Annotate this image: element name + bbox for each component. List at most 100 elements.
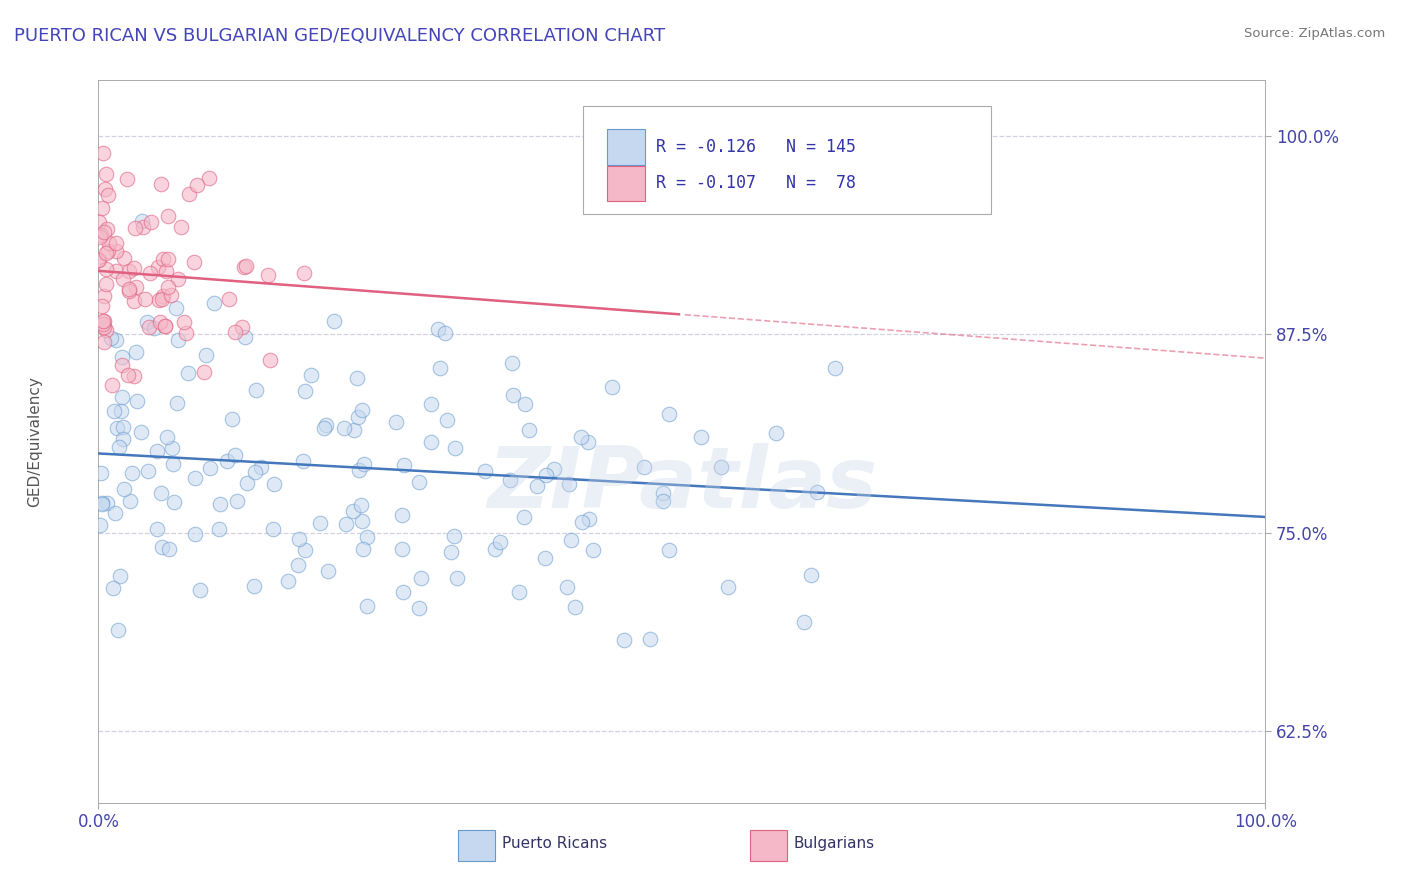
Point	[94, 168, 117, 182]
Point	[93, 320, 115, 334]
Point	[90, 466, 112, 480]
Point	[155, 264, 177, 278]
Point	[97, 244, 120, 259]
Point	[824, 361, 846, 376]
Point	[104, 244, 127, 259]
Point	[148, 293, 170, 307]
Point	[564, 599, 586, 614]
Point	[534, 551, 557, 566]
Point	[502, 388, 524, 402]
Point	[108, 440, 131, 454]
Point	[118, 264, 141, 278]
Point	[87, 215, 110, 229]
Point	[170, 220, 193, 235]
Point	[156, 209, 179, 223]
Point	[534, 468, 557, 483]
Point	[335, 516, 357, 531]
Point	[162, 458, 184, 472]
Point	[408, 601, 430, 615]
Point	[121, 467, 143, 481]
Point	[122, 260, 145, 275]
Point	[104, 506, 127, 520]
Point	[323, 314, 346, 328]
Point	[250, 459, 273, 474]
Point	[131, 214, 153, 228]
Point	[98, 236, 121, 251]
Point	[149, 315, 172, 329]
Point	[136, 464, 159, 478]
Point	[288, 532, 311, 546]
Point	[177, 366, 200, 380]
Point	[342, 504, 364, 518]
Point	[104, 264, 127, 278]
Point	[690, 430, 713, 444]
Point	[436, 413, 458, 427]
Point	[420, 435, 443, 450]
Point	[186, 178, 208, 193]
Point	[165, 301, 187, 315]
Point	[155, 430, 177, 444]
Point	[717, 580, 740, 594]
Point	[94, 323, 117, 337]
Point	[543, 462, 565, 476]
Point	[124, 368, 146, 383]
Point	[111, 391, 134, 405]
Point	[292, 266, 315, 280]
Point	[160, 442, 183, 456]
Point	[484, 541, 506, 556]
Point	[118, 282, 141, 296]
Point	[87, 253, 110, 268]
Point	[793, 615, 815, 629]
Point	[318, 564, 340, 578]
Point	[555, 580, 578, 594]
Point	[94, 277, 117, 292]
Point	[243, 579, 266, 593]
Point	[408, 475, 430, 489]
Point	[157, 252, 180, 266]
Point	[259, 353, 281, 368]
Point	[163, 494, 186, 508]
Point	[314, 420, 336, 434]
Point	[152, 252, 174, 266]
Point	[243, 465, 266, 479]
Point	[167, 272, 190, 286]
Point	[262, 522, 284, 536]
Point	[101, 378, 124, 392]
Point	[94, 245, 117, 260]
Point	[347, 463, 370, 477]
Point	[131, 425, 153, 439]
Point	[104, 333, 127, 347]
Point	[132, 220, 155, 235]
Point	[513, 397, 536, 411]
Point	[139, 215, 162, 229]
Point	[91, 146, 114, 161]
Point	[117, 368, 139, 382]
Point	[446, 571, 468, 585]
Point	[315, 417, 337, 432]
Point	[183, 526, 205, 541]
Point	[429, 360, 451, 375]
Point	[391, 585, 413, 599]
Point	[569, 430, 592, 444]
Point	[90, 202, 112, 216]
Point	[183, 255, 205, 269]
Point	[582, 542, 605, 557]
FancyBboxPatch shape	[607, 129, 644, 165]
Point	[193, 365, 215, 379]
Point	[560, 533, 582, 547]
Point	[167, 333, 190, 347]
FancyBboxPatch shape	[582, 105, 991, 214]
Point	[474, 464, 496, 478]
Point	[765, 425, 787, 440]
Point	[112, 432, 135, 446]
Point	[90, 497, 112, 511]
Point	[124, 221, 146, 235]
Text: ZIPatlas: ZIPatlas	[486, 443, 877, 526]
Point	[343, 423, 366, 437]
Point	[245, 383, 267, 397]
Point	[93, 289, 115, 303]
Point	[91, 299, 114, 313]
Point	[159, 288, 181, 302]
Point	[91, 318, 114, 332]
Point	[118, 493, 141, 508]
